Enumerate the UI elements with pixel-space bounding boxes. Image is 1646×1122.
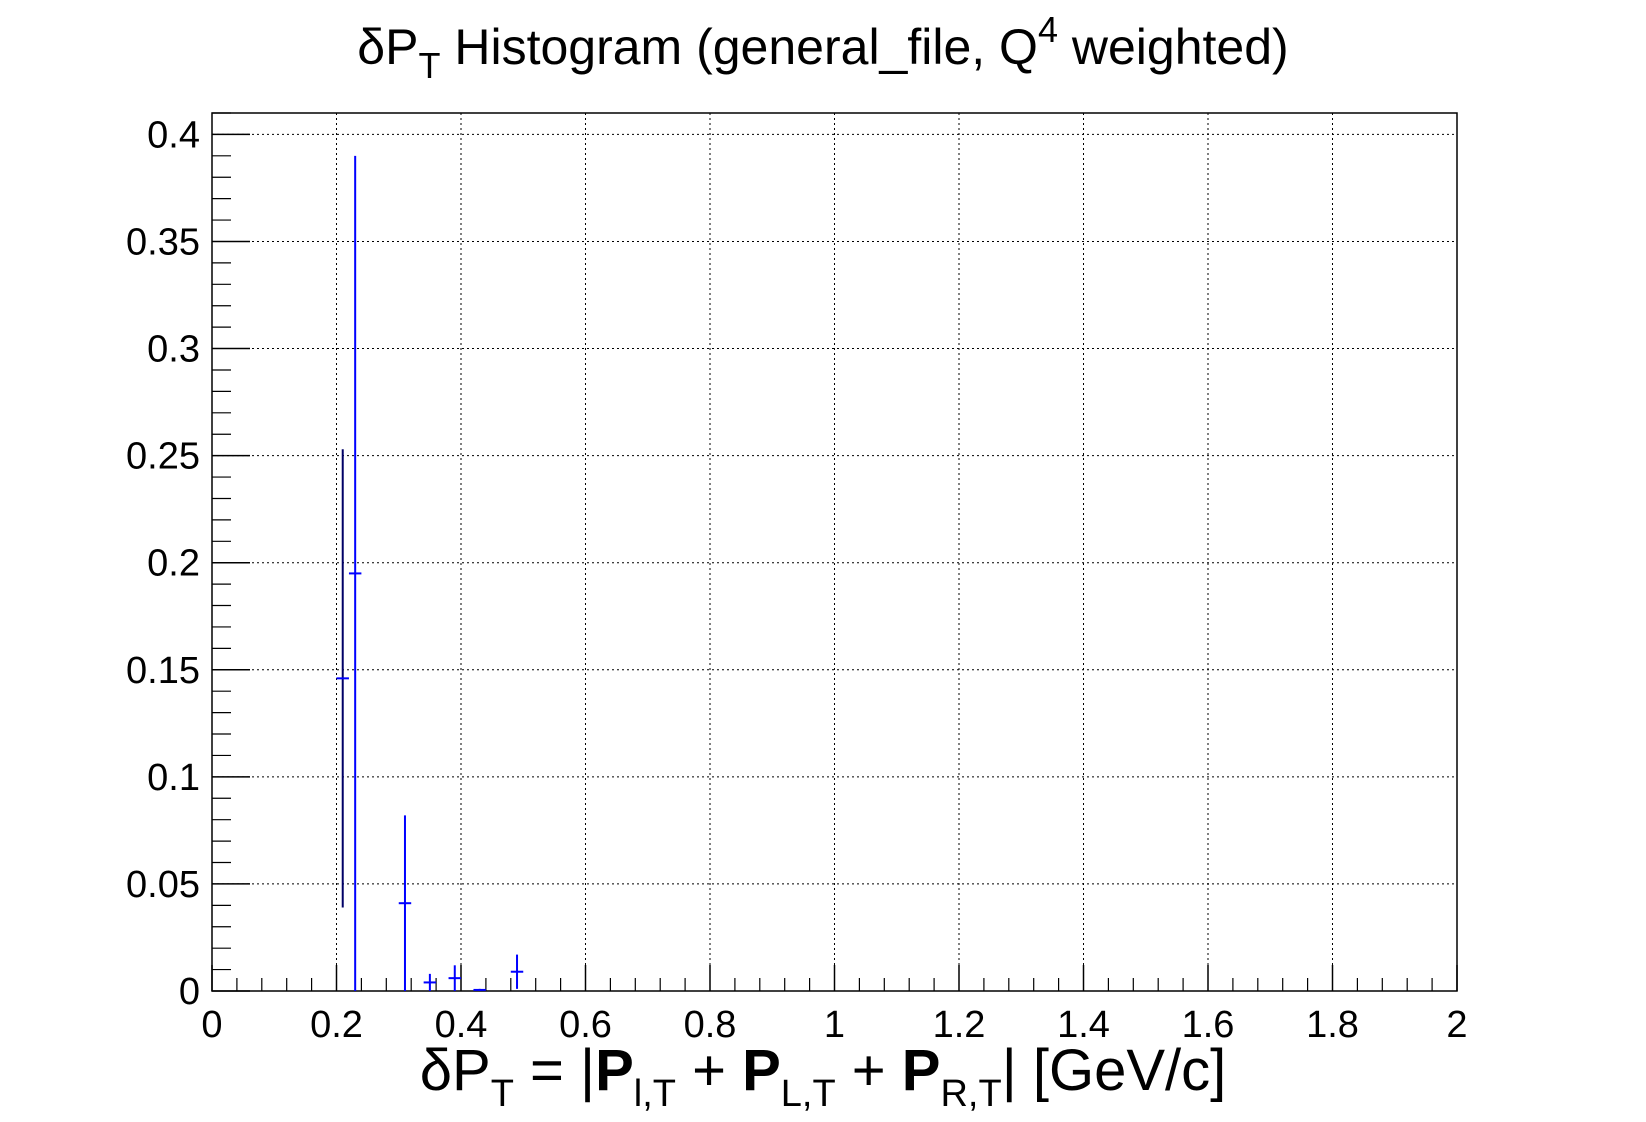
data-point bbox=[348, 155, 362, 991]
x-tick-label: 1 bbox=[824, 1004, 845, 1046]
x-tick-label: 1.8 bbox=[1306, 1004, 1359, 1046]
x-tick-label: 1.2 bbox=[933, 1004, 986, 1046]
data-point bbox=[510, 954, 524, 989]
y-tick-label: 0.4 bbox=[147, 114, 200, 156]
tick-labels: 0 0.2 0.4 0.6 0.8 1 1.2 1.4 1.6 1.8 2 0 0.05 0.1 0.15 0… bbox=[126, 114, 1468, 1046]
x-tick-label: 0.8 bbox=[684, 1004, 737, 1046]
y-tick-label: 0.15 bbox=[126, 650, 200, 692]
data-series bbox=[336, 155, 524, 991]
x-tick-label: 0.6 bbox=[559, 1004, 612, 1046]
x-tick-label: 0.2 bbox=[310, 1004, 363, 1046]
x-axis-label: δPT = |Pl,T + PL,T + PR,T| [GeV/c] bbox=[420, 1038, 1227, 1115]
y-tick-label: 0 bbox=[179, 971, 200, 1013]
axis-ticks bbox=[211, 112, 1458, 992]
chart-title: δPT Histogram (general_file, Q4 weighted… bbox=[357, 9, 1288, 86]
data-point bbox=[398, 815, 412, 991]
x-tick-label: 1.4 bbox=[1057, 1004, 1110, 1046]
x-tick-label: 1.6 bbox=[1182, 1004, 1235, 1046]
x-tick-label: 0.4 bbox=[435, 1004, 488, 1046]
y-tick-label: 0.05 bbox=[126, 864, 200, 906]
x-tick-label: 2 bbox=[1446, 1004, 1467, 1046]
y-tick-label: 0.3 bbox=[147, 329, 200, 371]
data-point bbox=[336, 449, 349, 908]
x-tick-label: 0 bbox=[201, 1004, 222, 1046]
data-point bbox=[473, 988, 486, 991]
y-tick-label: 0.1 bbox=[147, 757, 200, 799]
data-point bbox=[448, 965, 461, 991]
data-point bbox=[423, 973, 437, 991]
y-tick-label: 0.35 bbox=[126, 221, 200, 263]
y-tick-label: 0.2 bbox=[147, 543, 200, 585]
y-tick-label: 0.25 bbox=[126, 436, 200, 478]
grid-lines bbox=[212, 113, 1457, 991]
